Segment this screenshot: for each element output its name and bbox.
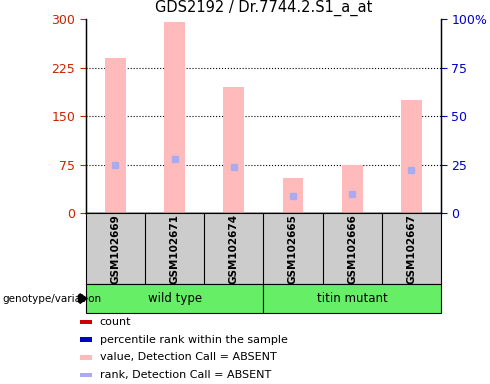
Text: genotype/variation: genotype/variation xyxy=(2,293,101,304)
Bar xyxy=(86,284,264,313)
Bar xyxy=(283,177,303,213)
Bar xyxy=(264,284,441,313)
Text: titin mutant: titin mutant xyxy=(317,292,388,305)
Text: percentile rank within the sample: percentile rank within the sample xyxy=(99,334,288,344)
Text: GSM102666: GSM102666 xyxy=(347,214,357,283)
Text: GSM102674: GSM102674 xyxy=(229,214,239,284)
Text: GSM102669: GSM102669 xyxy=(110,214,121,283)
Bar xyxy=(79,373,93,377)
Bar xyxy=(223,87,244,213)
Title: GDS2192 / Dr.7744.2.S1_a_at: GDS2192 / Dr.7744.2.S1_a_at xyxy=(155,0,372,17)
Text: count: count xyxy=(99,317,131,327)
Bar xyxy=(79,338,93,342)
Text: GSM102671: GSM102671 xyxy=(170,214,179,284)
Bar xyxy=(105,58,126,213)
Bar xyxy=(164,22,185,213)
Bar xyxy=(342,165,363,213)
Text: rank, Detection Call = ABSENT: rank, Detection Call = ABSENT xyxy=(99,370,271,380)
Bar xyxy=(79,319,93,324)
Text: GSM102665: GSM102665 xyxy=(288,214,298,283)
Bar xyxy=(79,355,93,359)
Text: wild type: wild type xyxy=(147,292,201,305)
Bar xyxy=(401,100,422,213)
Text: GSM102667: GSM102667 xyxy=(406,214,416,284)
Text: value, Detection Call = ABSENT: value, Detection Call = ABSENT xyxy=(99,353,276,362)
